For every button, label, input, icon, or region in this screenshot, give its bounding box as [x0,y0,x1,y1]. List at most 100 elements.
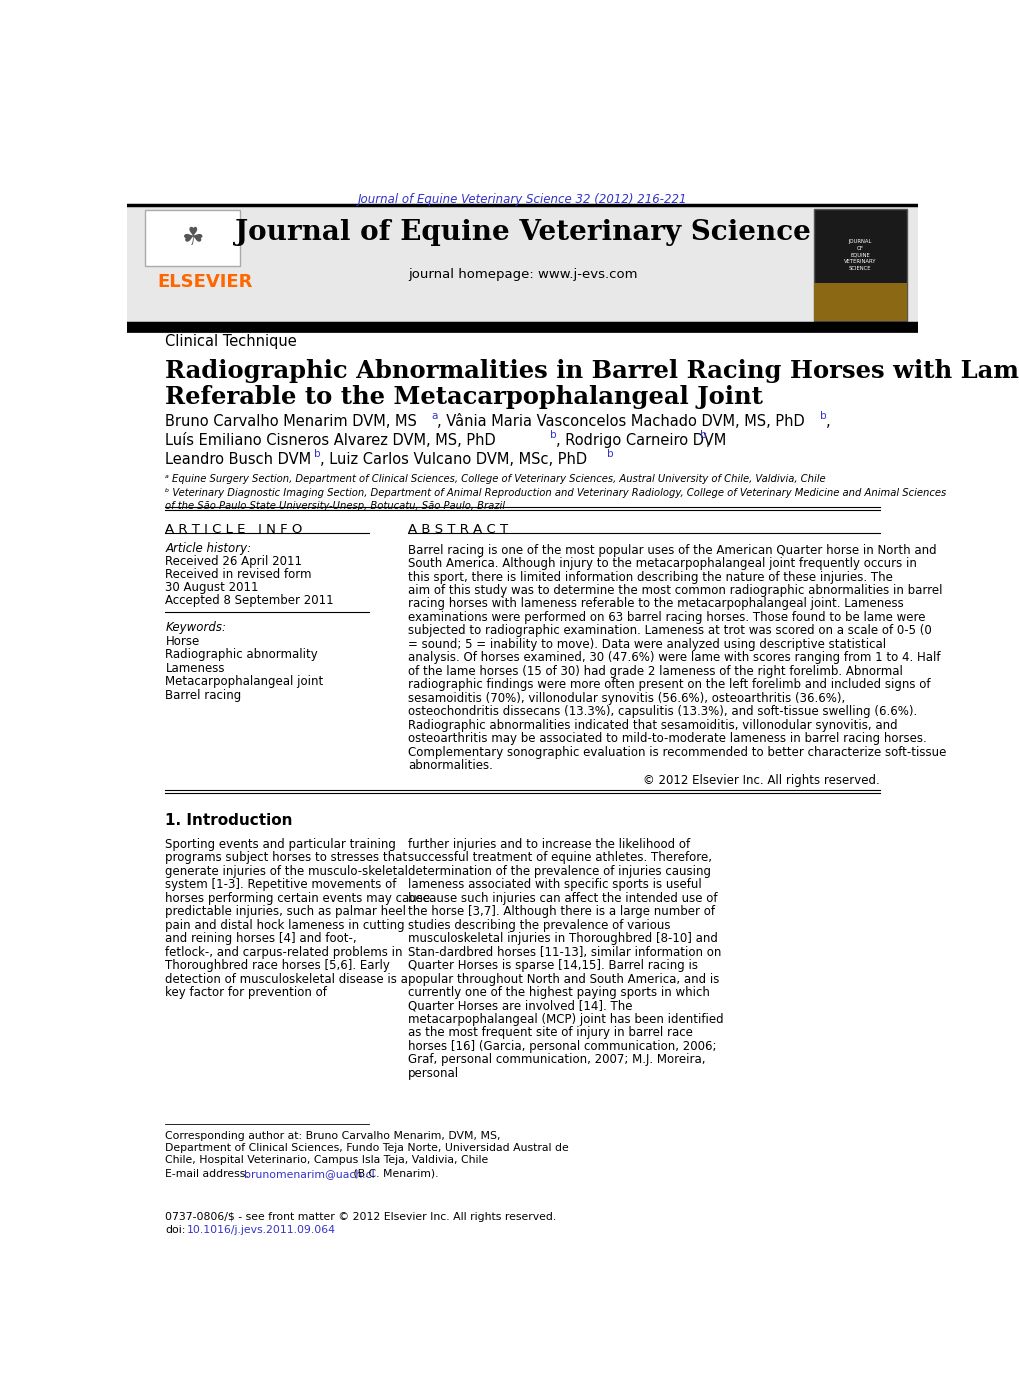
Text: journal homepage: www.j-evs.com: journal homepage: www.j-evs.com [408,267,637,281]
Text: Radiographic abnormalities indicated that sesamoiditis, villonodular synovitis, : Radiographic abnormalities indicated tha… [408,719,897,731]
Text: metacarpophalangeal (MCP) joint has been identified: metacarpophalangeal (MCP) joint has been… [408,1013,723,1025]
Text: Clinical Technique: Clinical Technique [165,334,297,350]
Text: personal: personal [408,1067,459,1080]
Text: 10.1016/j.jevs.2011.09.064: 10.1016/j.jevs.2011.09.064 [186,1224,335,1234]
Text: Sporting events and particular training: Sporting events and particular training [165,839,396,851]
Text: osteoarthritis may be associated to mild-to-moderate lameness in barrel racing h: osteoarthritis may be associated to mild… [408,733,926,745]
Text: b: b [699,430,706,440]
Text: A B S T R A C T: A B S T R A C T [408,524,507,536]
Text: JOURNAL
OF
EQUINE
VETERINARY
SCIENCE: JOURNAL OF EQUINE VETERINARY SCIENCE [843,240,875,270]
Text: sesamoiditis (70%), villonodular synovitis (56.6%), osteoarthritis (36.6%),: sesamoiditis (70%), villonodular synovit… [408,692,845,705]
Text: brunomenarim@uach.cl: brunomenarim@uach.cl [245,1169,375,1178]
Text: Received in revised form: Received in revised form [165,568,312,581]
Text: musculoskeletal injuries in Thoroughbred [8-10] and: musculoskeletal injuries in Thoroughbred… [408,932,717,944]
Text: E-mail address:: E-mail address: [165,1169,253,1178]
Text: Article history:: Article history: [165,542,252,554]
Text: Referable to the Metacarpophalangeal Joint: Referable to the Metacarpophalangeal Joi… [165,384,762,410]
Text: Leandro Busch DVM: Leandro Busch DVM [165,453,311,468]
Text: Radiographic Abnormalities in Barrel Racing Horses with Lameness: Radiographic Abnormalities in Barrel Rac… [165,359,1019,383]
Text: Barrel racing is one of the most popular uses of the American Quarter horse in N: Barrel racing is one of the most popular… [408,543,935,557]
Text: of the lame horses (15 of 30) had grade 2 lameness of the right forelimb. Abnorm: of the lame horses (15 of 30) had grade … [408,664,902,678]
Text: Complementary sonographic evaluation is recommended to better characterize soft-: Complementary sonographic evaluation is … [408,745,946,759]
Text: determination of the prevalence of injuries causing: determination of the prevalence of injur… [408,865,710,878]
Text: system [1-3]. Repetitive movements of: system [1-3]. Repetitive movements of [165,879,396,892]
Text: Stan-dardbred horses [11-13], similar information on: Stan-dardbred horses [11-13], similar in… [408,946,720,958]
Text: ᵇ Veterinary Diagnostic Imaging Section, Department of Animal Reproduction and V: ᵇ Veterinary Diagnostic Imaging Section,… [165,488,946,497]
Text: abnormalities.: abnormalities. [408,759,492,772]
Text: examinations were performed on 63 barrel racing horses. Those found to be lame w: examinations were performed on 63 barrel… [408,612,924,624]
Text: as the most frequent site of injury in barrel race: as the most frequent site of injury in b… [408,1027,692,1039]
Text: doi:: doi: [165,1224,185,1234]
Text: this sport, there is limited information describing the nature of these injuries: this sport, there is limited information… [408,571,892,584]
Text: Graf, personal communication, 2007; M.J. Moreira,: Graf, personal communication, 2007; M.J.… [408,1053,705,1066]
Text: predictable injuries, such as palmar heel: predictable injuries, such as palmar hee… [165,905,406,918]
Text: 0737-0806/$ - see front matter © 2012 Elsevier Inc. All rights reserved.: 0737-0806/$ - see front matter © 2012 El… [165,1212,556,1222]
Text: subjected to radiographic examination. Lameness at trot was scored on a scale of: subjected to radiographic examination. L… [408,624,931,638]
Text: South America. Although injury to the metacarpophalangeal joint frequently occur: South America. Although injury to the me… [408,557,916,570]
Text: fetlock-, and carpus-related problems in: fetlock-, and carpus-related problems in [165,946,403,958]
Text: because such injuries can affect the intended use of: because such injuries can affect the int… [408,892,717,905]
Bar [145,210,239,266]
Text: Keywords:: Keywords: [165,621,226,634]
Text: , Rodrigo Carneiro DVM: , Rodrigo Carneiro DVM [555,433,726,449]
Text: radiographic findings were more often present on the left forelimb and included : radiographic findings were more often pr… [408,678,929,691]
Text: Metacarpophalangeal joint: Metacarpophalangeal joint [165,676,323,688]
Text: © 2012 Elsevier Inc. All rights reserved.: © 2012 Elsevier Inc. All rights reserved… [643,773,879,787]
Text: and reining horses [4] and foot-,: and reining horses [4] and foot-, [165,932,357,944]
Text: Department of Clinical Sciences, Fundo Teja Norte, Universidad Austral de: Department of Clinical Sciences, Fundo T… [165,1144,569,1153]
Text: Journal of Equine Veterinary Science 32 (2012) 216-221: Journal of Equine Veterinary Science 32 … [358,194,687,206]
Text: , Luiz Carlos Vulcano DVM, MSc, PhD: , Luiz Carlos Vulcano DVM, MSc, PhD [320,453,587,468]
Text: (B.C. Menarim).: (B.C. Menarim). [350,1169,438,1178]
Text: Bruno Carvalho Menarim DVM, MS: Bruno Carvalho Menarim DVM, MS [165,414,417,429]
Text: horses performing certain events may cause: horses performing certain events may cau… [165,892,430,905]
Text: 30 August 2011: 30 August 2011 [165,581,259,595]
Text: pain and distal hock lameness in cutting: pain and distal hock lameness in cutting [165,919,405,932]
Text: horses [16] (Garcia, personal communication, 2006;: horses [16] (Garcia, personal communicat… [408,1039,716,1053]
Text: studies describing the prevalence of various: studies describing the prevalence of var… [408,919,669,932]
Text: b: b [606,450,613,460]
Text: Lameness: Lameness [165,662,225,674]
Text: osteochondritis dissecans (13.3%), capsulitis (13.3%), and soft-tissue swelling : osteochondritis dissecans (13.3%), capsu… [408,705,916,719]
Text: , Vânia Maria Vasconcelos Machado DVM, MS, PhD: , Vânia Maria Vasconcelos Machado DVM, M… [437,414,804,429]
Bar [813,283,906,320]
Text: b: b [314,450,320,460]
Text: aim of this study was to determine the most common radiographic abnormalities in: aim of this study was to determine the m… [408,584,942,598]
Text: analysis. Of horses examined, 30 (47.6%) were lame with scores ranging from 1 to: analysis. Of horses examined, 30 (47.6%)… [408,652,940,664]
Text: b: b [549,430,555,440]
Text: Thoroughbred race horses [5,6]. Early: Thoroughbred race horses [5,6]. Early [165,958,390,972]
Text: lameness associated with specific sports is useful: lameness associated with specific sports… [408,879,701,892]
Text: = sound; 5 = inability to move). Data were analyzed using descriptive statistica: = sound; 5 = inability to move). Data we… [408,638,886,651]
Text: ELSEVIER: ELSEVIER [157,273,253,291]
Text: successful treatment of equine athletes. Therefore,: successful treatment of equine athletes.… [408,851,711,865]
Bar [813,209,906,320]
Text: racing horses with lameness referable to the metacarpophalangeal joint. Lameness: racing horses with lameness referable to… [408,598,903,610]
Text: of the São Paulo State University-Unesp, Botucatu, São Paulo, Brazil: of the São Paulo State University-Unesp,… [165,500,505,511]
Text: Luís Emiliano Cisneros Alvarez DVM, MS, PhD: Luís Emiliano Cisneros Alvarez DVM, MS, … [165,433,495,449]
Text: Horse: Horse [165,635,200,648]
Text: ,: , [705,433,710,449]
Text: Radiographic abnormality: Radiographic abnormality [165,648,318,662]
Text: popular throughout North and South America, and is: popular throughout North and South Ameri… [408,972,718,985]
Text: currently one of the highest paying sports in which: currently one of the highest paying spor… [408,986,709,999]
Text: Journal of Equine Veterinary Science: Journal of Equine Veterinary Science [234,219,810,247]
Text: programs subject horses to stresses that: programs subject horses to stresses that [165,851,408,865]
Text: Received 26 April 2011: Received 26 April 2011 [165,556,303,568]
Text: Quarter Horses are involved [14]. The: Quarter Horses are involved [14]. The [408,999,632,1013]
Text: further injuries and to increase the likelihood of: further injuries and to increase the lik… [408,839,690,851]
Text: Barrel racing: Barrel racing [165,690,242,702]
Text: key factor for prevention of: key factor for prevention of [165,986,327,999]
Text: generate injuries of the musculo-skeletal: generate injuries of the musculo-skeleta… [165,865,408,878]
Text: Corresponding author at: Bruno Carvalho Menarim, DVM, MS,: Corresponding author at: Bruno Carvalho … [165,1131,500,1141]
Text: Chile, Hospital Veterinario, Campus Isla Teja, Valdivia, Chile: Chile, Hospital Veterinario, Campus Isla… [165,1155,488,1165]
Text: b: b [819,411,825,421]
Text: a: a [431,411,437,421]
Text: the horse [3,7]. Although there is a large number of: the horse [3,7]. Although there is a lar… [408,905,714,918]
Text: Quarter Horses is sparse [14,15]. Barrel racing is: Quarter Horses is sparse [14,15]. Barrel… [408,958,697,972]
Text: detection of musculoskeletal disease is a: detection of musculoskeletal disease is … [165,972,408,985]
Text: ,: , [825,414,830,429]
Text: A R T I C L E   I N F O: A R T I C L E I N F O [165,524,303,536]
Text: Accepted 8 September 2011: Accepted 8 September 2011 [165,593,334,607]
Text: ᵃ Equine Surgery Section, Department of Clinical Sciences, College of Veterinary: ᵃ Equine Surgery Section, Department of … [165,474,825,483]
Text: ☘: ☘ [181,226,204,249]
Text: 1. Introduction: 1. Introduction [165,814,292,829]
